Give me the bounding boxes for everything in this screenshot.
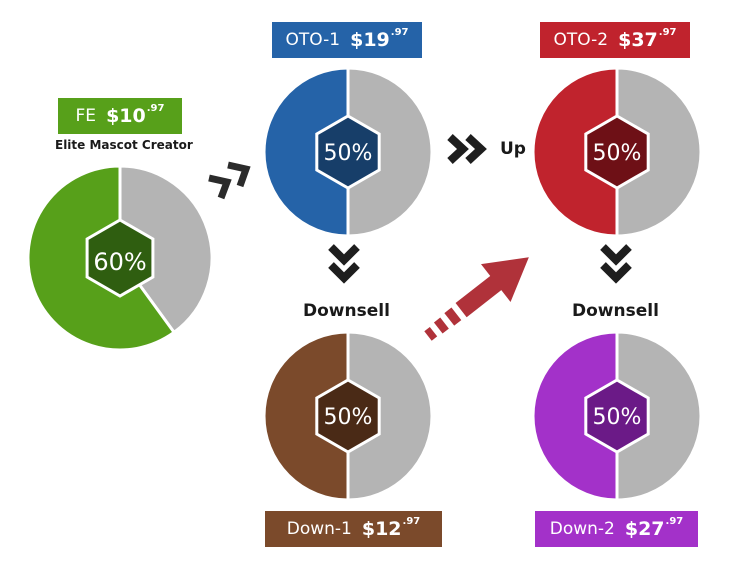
downsell-label-right: Downsell: [572, 301, 659, 321]
oto2-price-label: OTO-2 $37.97: [540, 22, 690, 58]
fe-pie: 60%: [26, 164, 214, 352]
oto1-pie: 50%: [262, 66, 434, 238]
oto2-remainder-slice: [615, 66, 703, 238]
oto2-to-down2-chevrons-icon: [600, 244, 632, 284]
downsell-label-left: Downsell: [303, 301, 390, 321]
down2-percent-text: 50%: [593, 405, 642, 430]
fe-price-cents: .97: [146, 102, 165, 114]
oto1-to-oto2-chevrons-icon: [447, 134, 487, 164]
down1-pie: 50%: [262, 330, 434, 502]
down1-price-cents: .97: [402, 515, 421, 527]
down2-remainder-slice: [615, 330, 703, 502]
down1-percent-slice: [262, 330, 350, 502]
oto1-percent-text: 50%: [324, 141, 373, 166]
oto1-to-down1-chevrons-icon: [328, 244, 360, 284]
upsell-label: Up: [500, 139, 526, 159]
fe-price-label: FE $10.97: [58, 98, 182, 134]
down2-hexagon-badge: [584, 378, 650, 454]
down1-name: Down-1: [286, 519, 352, 539]
oto1-hexagon-badge: [315, 114, 381, 190]
down1-percent-text: 50%: [324, 405, 373, 430]
down1-price-label: Down-1 $12.97: [265, 511, 442, 547]
fe-product-title: Elite Mascot Creator: [55, 138, 193, 152]
down1-hexagon-badge: [315, 378, 381, 454]
fe-name: FE: [75, 106, 97, 126]
down1-to-oto2-arrow-icon: [424, 257, 529, 341]
oto2-hexagon-badge: [584, 114, 650, 190]
down2-price-label: Down-2 $27.97: [535, 511, 698, 547]
fe-remainder-slice: [118, 164, 214, 335]
down2-name: Down-2: [549, 519, 615, 539]
fe-to-oto1-chevrons-icon: [208, 161, 251, 200]
oto1-percent-slice: [262, 66, 350, 238]
fe-percent-text: 60%: [93, 248, 146, 276]
oto1-price: $19: [350, 29, 390, 51]
oto2-price-cents: .97: [658, 26, 677, 38]
oto2-name: OTO-2: [553, 30, 609, 50]
oto2-percent-slice: [531, 66, 619, 238]
down1-price: $12: [361, 518, 402, 540]
down2-percent-slice: [531, 330, 619, 502]
fe-hexagon-badge: [85, 218, 155, 298]
oto1-remainder-slice: [346, 66, 434, 238]
oto1-price-cents: .97: [390, 26, 409, 38]
fe-price: $10: [106, 105, 146, 127]
oto2-percent-text: 50%: [593, 141, 642, 166]
oto1-name: OTO-1: [285, 30, 341, 50]
oto2-price: $37: [618, 29, 658, 51]
down2-price: $27: [624, 518, 665, 540]
down2-pie: 50%: [531, 330, 703, 502]
oto2-pie: 50%: [531, 66, 703, 238]
oto1-price-label: OTO-1 $19.97: [272, 22, 422, 58]
down1-remainder-slice: [346, 330, 434, 502]
down2-price-cents: .97: [665, 515, 684, 527]
